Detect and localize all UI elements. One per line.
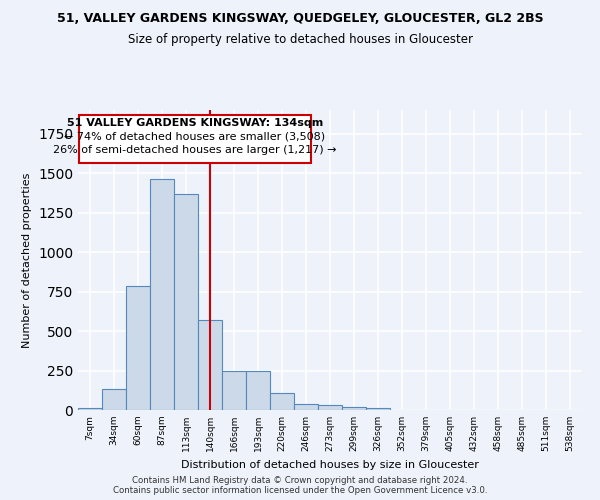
Bar [174,194,198,410]
Text: 51 VALLEY GARDENS KINGSWAY: 134sqm: 51 VALLEY GARDENS KINGSWAY: 134sqm [67,118,323,128]
Text: 51, VALLEY GARDENS KINGSWAY, QUEDGELEY, GLOUCESTER, GL2 2BS: 51, VALLEY GARDENS KINGSWAY, QUEDGELEY, … [56,12,544,26]
Y-axis label: Number of detached properties: Number of detached properties [22,172,32,348]
Bar [246,370,270,410]
Bar [318,406,342,410]
Text: 26% of semi-detached houses are larger (1,217) →: 26% of semi-detached houses are larger (… [53,146,337,156]
Bar [198,320,222,410]
Bar [150,178,174,410]
Bar [222,370,246,410]
Bar [270,392,294,410]
Bar [342,407,366,410]
Text: Size of property relative to detached houses in Gloucester: Size of property relative to detached ho… [128,32,473,46]
Text: ← 74% of detached houses are smaller (3,508): ← 74% of detached houses are smaller (3,… [64,131,326,141]
Bar [78,408,102,410]
Bar [102,388,126,410]
Bar [126,286,150,410]
Bar [366,408,390,410]
Bar [294,404,318,410]
X-axis label: Distribution of detached houses by size in Gloucester: Distribution of detached houses by size … [181,460,479,469]
Text: Contains HM Land Registry data © Crown copyright and database right 2024.
Contai: Contains HM Land Registry data © Crown c… [113,476,487,495]
FancyBboxPatch shape [79,114,311,163]
